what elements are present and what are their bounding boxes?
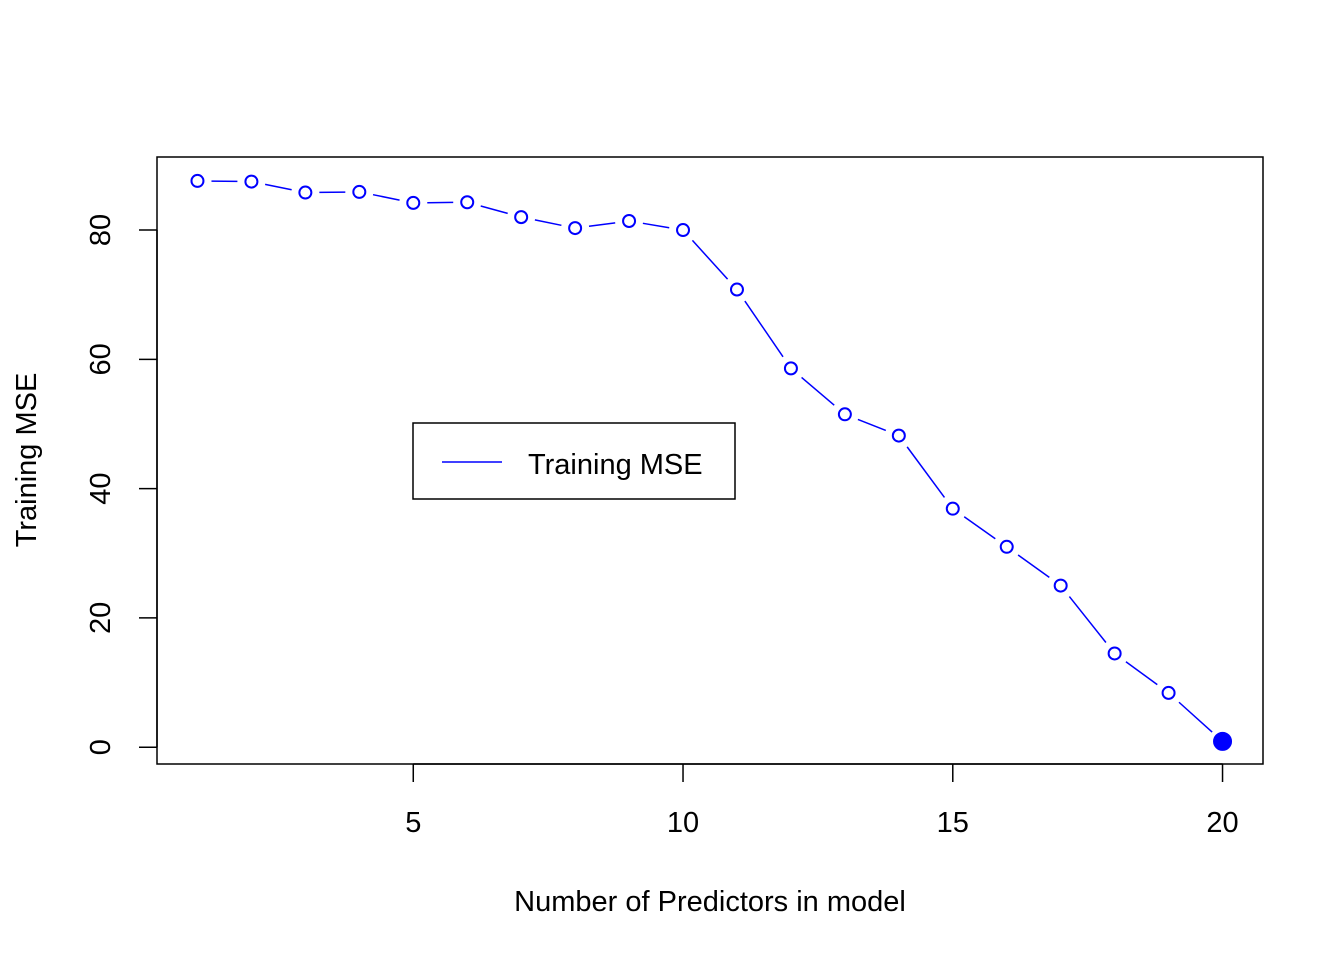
data-point [190,173,205,188]
data-point [460,195,475,210]
series-line-segment [857,418,887,432]
data-point [891,428,906,443]
data-point [945,501,960,516]
y-axis-title: Training MSE [11,373,43,548]
data-point [514,210,529,225]
series-layer [190,173,1233,751]
series-line-segment [801,376,835,406]
data-point [837,407,852,422]
data-point [999,539,1014,554]
x-axis-title: Number of Predictors in model [514,886,906,918]
x-tick-label: 5 [405,807,421,839]
x-tick-label: 15 [937,807,969,839]
x-tick-label: 10 [667,807,699,839]
x-axis: 5 10 15 20 [405,763,1239,839]
series-line-segment [1125,661,1158,686]
series-line-segment [480,205,508,215]
y-tick-label: 80 [85,214,117,246]
series-line-segment [534,219,562,227]
data-point [568,221,583,236]
series-line-segment [691,239,729,280]
data-point [406,195,421,210]
series-line-segment [372,193,400,201]
x-tick-label: 20 [1206,807,1238,839]
data-point [352,184,367,199]
y-axis: 0 20 40 60 80 [85,214,158,755]
data-point [244,174,259,189]
legend-label: Training MSE [528,449,703,481]
y-tick-label: 20 [85,602,117,634]
series-line-segment [588,222,616,228]
data-point [1053,578,1068,593]
series-line-segment [642,222,670,229]
min-mse-highlight-point [1213,731,1233,751]
data-point [783,361,798,376]
y-tick-label: 60 [85,343,117,375]
series-line-segment [963,516,996,540]
data-point [1161,685,1176,700]
data-point [676,223,691,238]
series-line-segment [906,446,946,498]
legend: Training MSE [412,422,736,500]
series-line-segment [1017,554,1050,579]
series-line-segment [1178,701,1213,733]
legend-box [412,422,736,500]
data-point [298,185,313,200]
data-point [622,213,637,228]
data-point [1107,646,1122,661]
data-point [729,282,744,297]
y-tick-label: 0 [85,739,117,755]
series-line-segment [264,183,292,191]
series-line-segment [1068,596,1107,643]
y-tick-label: 40 [85,472,117,504]
series-line-segment [744,300,784,358]
